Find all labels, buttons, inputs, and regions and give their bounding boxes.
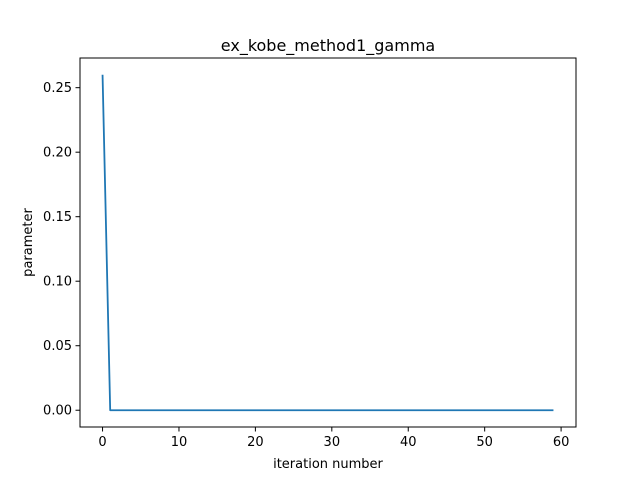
x-tick-label: 0 bbox=[98, 435, 106, 450]
y-tick-label: 0.00 bbox=[43, 404, 72, 419]
chart-title: ex_kobe_method1_gamma bbox=[221, 36, 435, 56]
x-axis: 0 10 20 30 40 50 60 bbox=[98, 427, 569, 450]
x-tick-label: 30 bbox=[324, 435, 341, 450]
x-tick-label: 10 bbox=[171, 435, 188, 450]
series-line bbox=[101, 74, 554, 412]
axes-frame bbox=[79, 57, 577, 428]
y-tick-label: 0.25 bbox=[43, 81, 72, 96]
y-tick-label: 0.05 bbox=[43, 339, 72, 354]
y-axis: 0.00 0.05 0.10 0.15 0.20 0.25 bbox=[43, 81, 80, 419]
y-tick-label: 0.20 bbox=[43, 146, 72, 161]
x-tick-label: 60 bbox=[553, 435, 570, 450]
x-axis-label: iteration number bbox=[273, 457, 383, 472]
y-tick-label: 0.15 bbox=[43, 210, 72, 225]
plot-area bbox=[79, 57, 577, 428]
y-axis-label: parameter bbox=[21, 208, 36, 277]
x-tick-label: 20 bbox=[247, 435, 264, 450]
x-tick-label: 50 bbox=[476, 435, 493, 450]
y-tick-label: 0.10 bbox=[43, 275, 72, 290]
x-tick-label: 40 bbox=[400, 435, 417, 450]
